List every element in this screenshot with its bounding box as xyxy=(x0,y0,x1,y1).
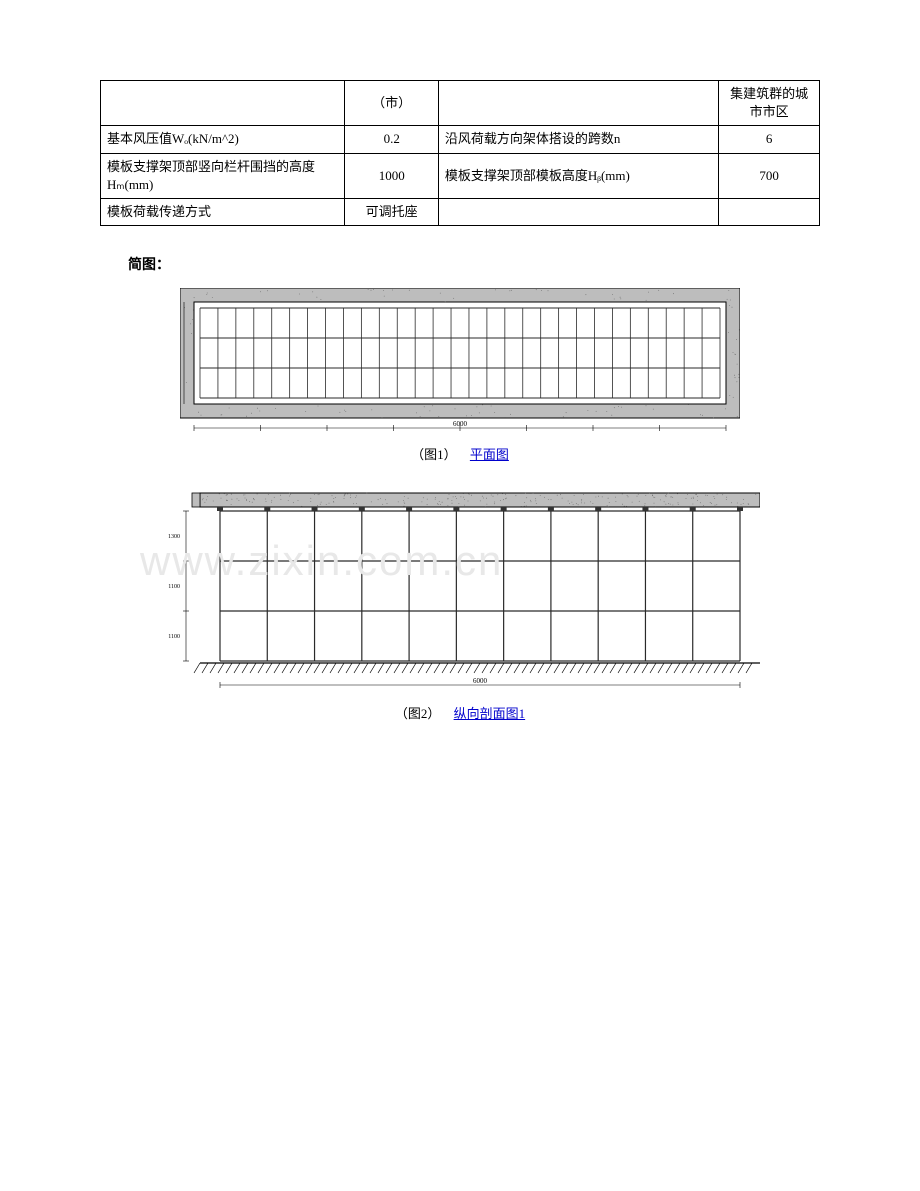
svg-text:1100: 1100 xyxy=(168,634,180,640)
figure-2-section: 6000 1300 1100 1100 xyxy=(160,487,760,697)
figure-2-label: （图2） xyxy=(395,706,441,721)
cell: 模板荷载传递方式 xyxy=(101,198,345,225)
svg-text:6000: 6000 xyxy=(473,677,488,685)
figure-1-link[interactable]: 平面图 xyxy=(470,447,509,462)
cell: 6 xyxy=(719,126,820,153)
svg-text:1300: 1300 xyxy=(168,534,180,540)
figure-1-caption: （图1） 平面图 xyxy=(100,444,820,463)
svg-text:1100: 1100 xyxy=(168,584,180,590)
cell: 0.2 xyxy=(345,126,438,153)
cell: 模板支撑架顶部竖向栏杆围挡的高度Hₘ(mm) xyxy=(101,153,345,198)
cell: 集建筑群的城市市区 xyxy=(719,81,820,126)
cell: 沿风荷载方向架体搭设的跨数n xyxy=(438,126,718,153)
figure-2-link[interactable]: 纵向剖面图1 xyxy=(454,706,526,721)
cell: 700 xyxy=(719,153,820,198)
svg-text:6000: 6000 xyxy=(453,420,468,428)
section-title: 简图： xyxy=(128,254,820,274)
table-row: 基本风压值Wₒ(kN/m^2) 0.2 沿风荷载方向架体搭设的跨数n 6 xyxy=(101,126,820,153)
figure-1-plan: 6000 xyxy=(180,288,740,438)
figure-1-label: （图1） xyxy=(411,447,457,462)
cell: 可调托座 xyxy=(345,198,438,225)
cell xyxy=(438,81,718,126)
parameters-table: （市） 集建筑群的城市市区 基本风压值Wₒ(kN/m^2) 0.2 沿风荷载方向… xyxy=(100,80,820,226)
cell: 模板支撑架顶部模板高度Hᵦ(mm) xyxy=(438,153,718,198)
figure-2-caption: （图2） 纵向剖面图1 xyxy=(100,703,820,722)
cell xyxy=(101,81,345,126)
cell: （市） xyxy=(345,81,438,126)
table-row: （市） 集建筑群的城市市区 xyxy=(101,81,820,126)
table-row: 模板荷载传递方式 可调托座 xyxy=(101,198,820,225)
cell xyxy=(719,198,820,225)
cell xyxy=(438,198,718,225)
cell: 基本风压值Wₒ(kN/m^2) xyxy=(101,126,345,153)
cell: 1000 xyxy=(345,153,438,198)
table-row: 模板支撑架顶部竖向栏杆围挡的高度Hₘ(mm) 1000 模板支撑架顶部模板高度H… xyxy=(101,153,820,198)
